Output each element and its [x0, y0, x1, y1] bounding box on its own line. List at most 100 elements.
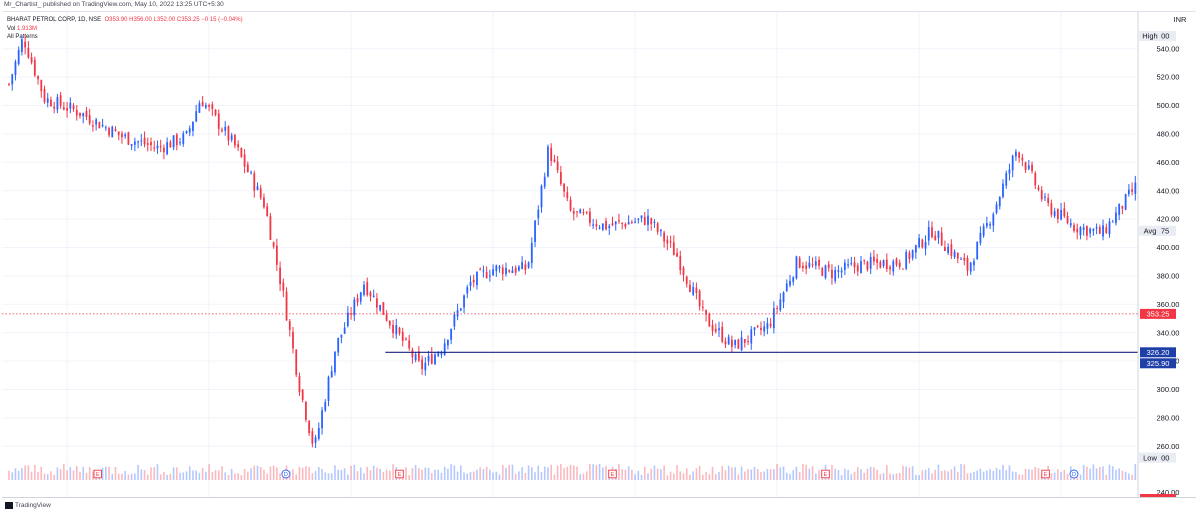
candle-body[interactable] — [656, 223, 659, 232]
candle-body[interactable] — [1082, 227, 1085, 230]
candle-body[interactable] — [1040, 190, 1043, 200]
candle-body[interactable] — [266, 206, 269, 217]
candle-body[interactable] — [101, 124, 104, 127]
candle-body[interactable] — [876, 259, 879, 263]
candle-body[interactable] — [860, 261, 862, 274]
candle-body[interactable] — [511, 270, 514, 274]
candle-body[interactable] — [630, 221, 633, 223]
candle-body[interactable] — [485, 271, 488, 278]
candle-body[interactable] — [708, 313, 711, 327]
candle-body[interactable] — [879, 261, 882, 268]
candle-body[interactable] — [50, 99, 52, 107]
candle-body[interactable] — [1124, 194, 1127, 210]
candle-body[interactable] — [301, 389, 304, 400]
candle-body[interactable] — [246, 164, 249, 173]
candle-body[interactable] — [156, 145, 159, 149]
candle-body[interactable] — [495, 265, 498, 272]
candle-body[interactable] — [150, 142, 152, 146]
candle-body[interactable] — [46, 98, 49, 103]
candle-body[interactable] — [1037, 187, 1040, 190]
candle-body[interactable] — [908, 252, 911, 259]
candle-body[interactable] — [476, 271, 478, 286]
candle-body[interactable] — [1121, 206, 1124, 209]
candle-body[interactable] — [1018, 152, 1021, 158]
candle-body[interactable] — [1069, 223, 1072, 226]
candle-body[interactable] — [69, 102, 72, 109]
candle-body[interactable] — [1008, 169, 1011, 174]
candle-body[interactable] — [263, 197, 265, 208]
candle-body[interactable] — [518, 266, 520, 271]
candle-body[interactable] — [921, 239, 924, 248]
candle-body[interactable] — [1127, 189, 1130, 195]
candles[interactable] — [8, 35, 1200, 448]
candle-body[interactable] — [1047, 197, 1050, 203]
candle-body[interactable] — [524, 264, 527, 270]
candle-body[interactable] — [895, 258, 898, 265]
candle-body[interactable] — [727, 336, 730, 345]
candle-body[interactable] — [75, 109, 78, 116]
candle-body[interactable] — [508, 270, 511, 272]
candle-body[interactable] — [982, 226, 985, 236]
candle-body[interactable] — [592, 224, 595, 226]
candle-body[interactable] — [427, 355, 430, 362]
candle-body[interactable] — [456, 310, 459, 317]
candle-body[interactable] — [1115, 212, 1117, 224]
candle-body[interactable] — [698, 290, 701, 307]
candle-body[interactable] — [395, 325, 398, 335]
candle-body[interactable] — [818, 259, 820, 266]
candle-body[interactable] — [650, 218, 653, 225]
candle-body[interactable] — [121, 133, 123, 138]
candle-body[interactable] — [643, 216, 646, 225]
candle-body[interactable] — [359, 292, 362, 302]
candle-body[interactable] — [760, 327, 762, 331]
candle-body[interactable] — [598, 227, 601, 229]
candle-body[interactable] — [505, 268, 507, 275]
candle-body[interactable] — [1111, 221, 1114, 223]
candle-body[interactable] — [188, 128, 191, 133]
candle-body[interactable] — [750, 329, 753, 344]
candle-body[interactable] — [634, 221, 636, 223]
candle-body[interactable] — [175, 134, 178, 146]
candle-body[interactable] — [608, 225, 611, 229]
candle-body[interactable] — [885, 259, 888, 269]
candle-body[interactable] — [718, 328, 720, 331]
candle-body[interactable] — [847, 264, 849, 266]
last-price-tag[interactable] — [1140, 308, 1176, 319]
candle-body[interactable] — [850, 263, 853, 265]
candle-body[interactable] — [992, 214, 995, 226]
candle-body[interactable] — [940, 232, 943, 246]
candle-body[interactable] — [530, 243, 533, 263]
candle-body[interactable] — [1056, 209, 1059, 220]
candle-body[interactable] — [466, 287, 469, 294]
candle-body[interactable] — [324, 402, 327, 411]
candle-body[interactable] — [1131, 189, 1133, 192]
candle-body[interactable] — [892, 261, 895, 272]
candle-body[interactable] — [240, 147, 243, 157]
candle-body[interactable] — [234, 134, 236, 146]
candle-body[interactable] — [569, 199, 572, 211]
candle-body[interactable] — [521, 262, 524, 269]
candle-body[interactable] — [898, 262, 901, 267]
candle-body[interactable] — [960, 258, 962, 260]
candle-body[interactable] — [353, 299, 356, 316]
candle-body[interactable] — [724, 341, 727, 345]
candle-body[interactable] — [11, 74, 14, 85]
candle-body[interactable] — [669, 241, 672, 243]
candle-body[interactable] — [637, 218, 640, 220]
candle-body[interactable] — [550, 147, 553, 161]
candle-body[interactable] — [734, 339, 737, 346]
candle-body[interactable] — [208, 105, 210, 107]
candle-body[interactable] — [243, 154, 246, 167]
candle-body[interactable] — [53, 106, 56, 109]
candle-body[interactable] — [1011, 155, 1014, 171]
candle-body[interactable] — [621, 222, 624, 224]
candle-body[interactable] — [1050, 203, 1053, 215]
candle-body[interactable] — [792, 277, 795, 282]
candle-body[interactable] — [1076, 228, 1079, 233]
candle-body[interactable] — [8, 83, 10, 85]
candle-body[interactable] — [305, 401, 307, 420]
candle-body[interactable] — [408, 340, 411, 349]
candle-body[interactable] — [392, 324, 394, 334]
candle-body[interactable] — [627, 222, 630, 225]
candle-body[interactable] — [840, 270, 843, 273]
